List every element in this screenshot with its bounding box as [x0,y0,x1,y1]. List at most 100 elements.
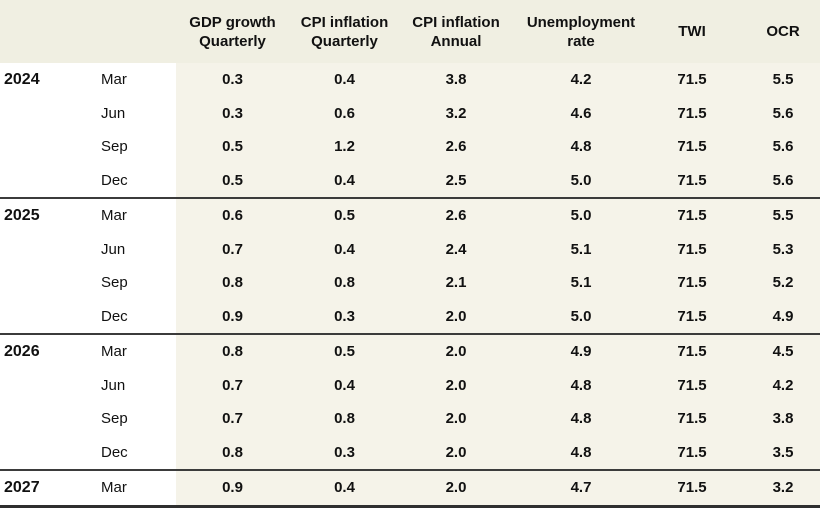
cell-cpi-quarterly: 0.3 [289,435,400,470]
table-row-2025-jun: Jun 0.7 0.4 2.4 5.1 71.5 5.3 [0,232,820,266]
cell-twi: 71.5 [650,299,734,334]
cell-gdp-growth: 0.6 [176,197,289,233]
year-label [0,163,90,198]
month-label: Sep [90,402,176,436]
cell-cpi-quarterly: 0.8 [289,402,400,436]
cell-cpi-quarterly: 0.8 [289,266,400,300]
year-label [0,96,90,130]
year-column-header [0,0,90,63]
year-label [0,130,90,164]
cell-cpi-annual: 3.2 [400,96,512,130]
cell-twi: 71.5 [650,266,734,300]
column-header-twi: TWI [650,0,734,63]
cell-ocr: 3.2 [734,469,820,506]
cell-cpi-quarterly: 0.6 [289,96,400,130]
column-header-gdp-growth-quarterly: GDP growth Quarterly [176,0,289,63]
cell-ocr: 5.3 [734,232,820,266]
cell-gdp-growth: 0.7 [176,402,289,436]
cell-cpi-annual: 2.0 [400,402,512,436]
cell-unemployment: 4.8 [512,130,650,164]
cell-unemployment: 5.0 [512,163,650,198]
cell-cpi-quarterly: 0.4 [289,63,400,97]
cell-gdp-growth: 0.9 [176,469,289,506]
cell-twi: 71.5 [650,63,734,97]
column-header-cpi-inflation-annual: CPI inflation Annual [400,0,512,63]
cell-gdp-growth: 0.9 [176,299,289,334]
cell-cpi-quarterly: 0.5 [289,333,400,369]
cell-twi: 71.5 [650,402,734,436]
cell-gdp-growth: 0.3 [176,96,289,130]
month-label: Dec [90,299,176,334]
cell-cpi-annual: 2.6 [400,130,512,164]
cell-cpi-annual: 2.0 [400,435,512,470]
cell-ocr: 5.6 [734,163,820,198]
cell-cpi-annual: 2.0 [400,299,512,334]
cell-cpi-quarterly: 1.2 [289,130,400,164]
year-label: 2026 [0,333,90,369]
year-label [0,402,90,436]
cell-twi: 71.5 [650,232,734,266]
cell-gdp-growth: 0.5 [176,163,289,198]
cell-cpi-annual: 2.4 [400,232,512,266]
cell-ocr: 3.5 [734,435,820,470]
cell-twi: 71.5 [650,368,734,402]
cell-cpi-quarterly: 0.4 [289,368,400,402]
cell-gdp-growth: 0.5 [176,130,289,164]
month-label: Mar [90,469,176,506]
table-row-2026-sep: Sep 0.7 0.8 2.0 4.8 71.5 3.8 [0,402,820,436]
cell-twi: 71.5 [650,96,734,130]
cell-cpi-annual: 2.0 [400,368,512,402]
month-label: Jun [90,232,176,266]
month-label: Mar [90,197,176,233]
column-header-cpi-inflation-quarterly: CPI inflation Quarterly [289,0,400,63]
cell-twi: 71.5 [650,197,734,233]
table-row-2025-dec: Dec 0.9 0.3 2.0 5.0 71.5 4.9 [0,299,820,334]
cell-unemployment: 4.8 [512,435,650,470]
cell-cpi-annual: 2.1 [400,266,512,300]
table-row-2024-dec: Dec 0.5 0.4 2.5 5.0 71.5 5.6 [0,163,820,198]
month-label: Dec [90,435,176,470]
cell-gdp-growth: 0.7 [176,368,289,402]
cell-ocr: 5.6 [734,96,820,130]
year-label [0,299,90,334]
cell-cpi-annual: 2.0 [400,469,512,506]
month-label: Dec [90,163,176,198]
cell-ocr: 5.6 [734,130,820,164]
header-row: GDP growth Quarterly CPI inflation Quart… [0,0,820,63]
cell-unemployment: 5.0 [512,299,650,334]
cell-unemployment: 4.9 [512,333,650,369]
cell-cpi-quarterly: 0.4 [289,469,400,506]
year-label [0,232,90,266]
year-label [0,266,90,300]
table-row-2027-mar: 2027 Mar 0.9 0.4 2.0 4.7 71.5 3.2 [0,469,820,506]
year-label [0,435,90,470]
cell-cpi-annual: 2.0 [400,333,512,369]
month-label: Jun [90,96,176,130]
cell-ocr: 4.9 [734,299,820,334]
month-label: Sep [90,266,176,300]
cell-twi: 71.5 [650,163,734,198]
table-row-2025-sep: Sep 0.8 0.8 2.1 5.1 71.5 5.2 [0,266,820,300]
cell-ocr: 4.5 [734,333,820,369]
cell-ocr: 3.8 [734,402,820,436]
month-label: Jun [90,368,176,402]
cell-twi: 71.5 [650,435,734,470]
table-row-2024-sep: Sep 0.5 1.2 2.6 4.8 71.5 5.6 [0,130,820,164]
cell-cpi-annual: 2.5 [400,163,512,198]
table-row-2026-dec: Dec 0.8 0.3 2.0 4.8 71.5 3.5 [0,435,820,470]
cell-gdp-growth: 0.8 [176,266,289,300]
cell-cpi-quarterly: 0.5 [289,197,400,233]
cell-cpi-annual: 2.6 [400,197,512,233]
table-row-2026-mar: 2026 Mar 0.8 0.5 2.0 4.9 71.5 4.5 [0,333,820,369]
cell-cpi-annual: 3.8 [400,63,512,97]
cell-twi: 71.5 [650,130,734,164]
year-label: 2027 [0,469,90,506]
cell-gdp-growth: 0.3 [176,63,289,97]
cell-cpi-quarterly: 0.4 [289,163,400,198]
year-label: 2024 [0,63,90,97]
cell-unemployment: 4.2 [512,63,650,97]
cell-unemployment: 5.1 [512,266,650,300]
cell-gdp-growth: 0.8 [176,435,289,470]
cell-twi: 71.5 [650,333,734,369]
